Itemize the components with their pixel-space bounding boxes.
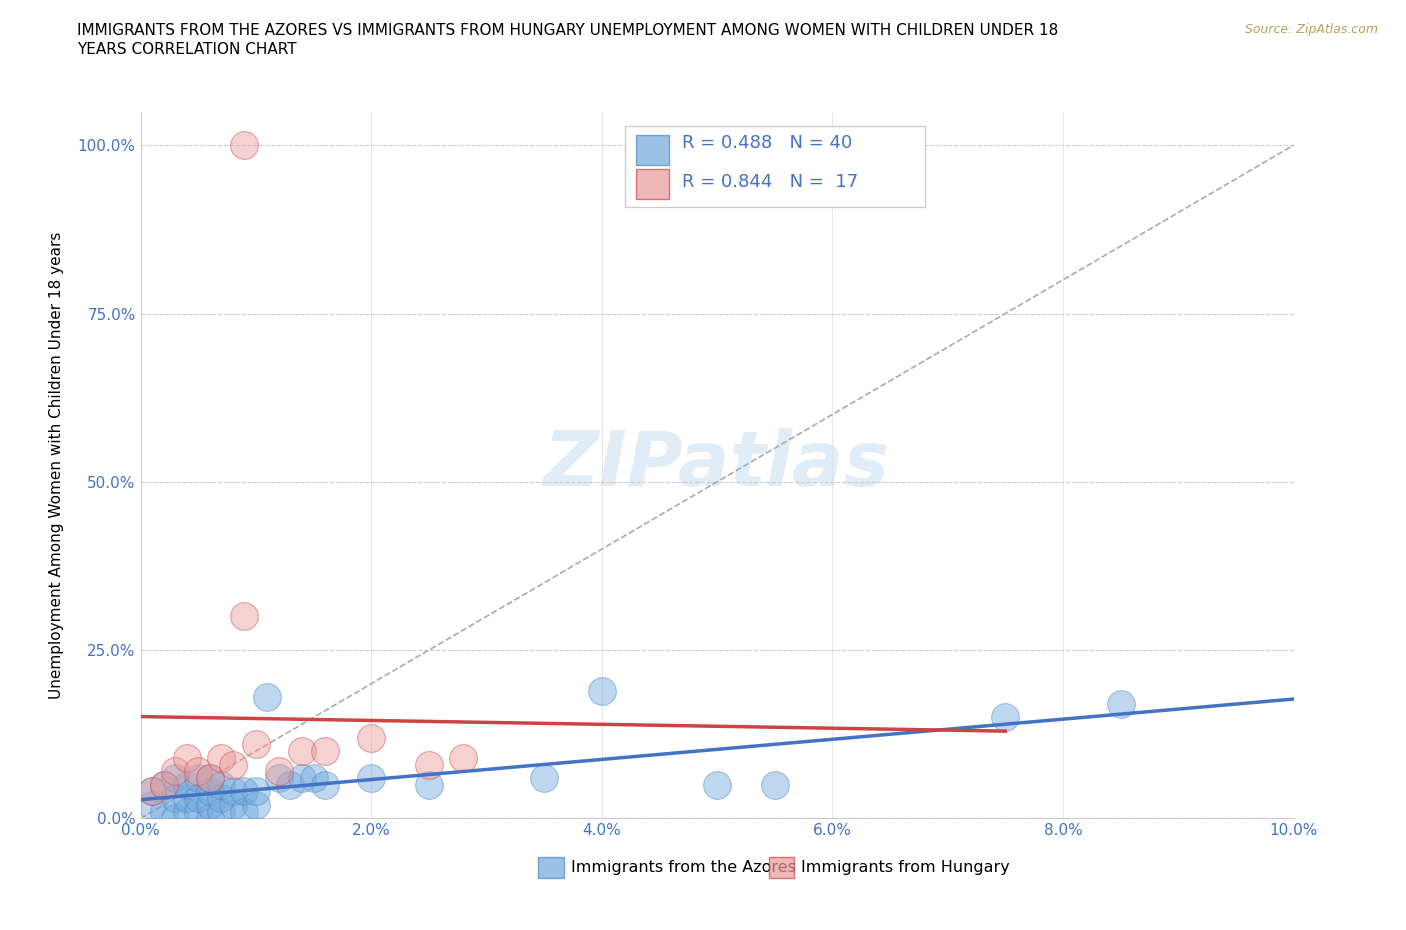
Point <box>314 744 336 759</box>
Point <box>222 757 245 772</box>
Point <box>245 784 267 799</box>
Point <box>187 771 209 786</box>
Point <box>256 690 278 705</box>
Point <box>291 771 314 786</box>
Y-axis label: Unemployment Among Women with Children Under 18 years: Unemployment Among Women with Children U… <box>49 232 63 698</box>
Point <box>453 751 475 765</box>
Point <box>233 784 256 799</box>
Point <box>302 771 325 786</box>
Point <box>165 811 187 826</box>
FancyBboxPatch shape <box>637 169 669 198</box>
Point <box>141 798 163 813</box>
Point <box>291 744 314 759</box>
Text: R = 0.488   N = 40: R = 0.488 N = 40 <box>682 135 852 153</box>
FancyBboxPatch shape <box>624 126 925 207</box>
Point <box>198 811 221 826</box>
Point <box>198 784 221 799</box>
Point <box>418 757 440 772</box>
Point <box>152 777 174 792</box>
Text: Immigrants from the Azores: Immigrants from the Azores <box>571 860 796 875</box>
Text: R = 0.844   N =  17: R = 0.844 N = 17 <box>682 173 859 192</box>
Point <box>267 764 290 778</box>
Point <box>198 771 221 786</box>
Point <box>267 771 290 786</box>
Point <box>706 777 728 792</box>
Point <box>233 609 256 624</box>
Point <box>165 771 187 786</box>
Point <box>280 777 302 792</box>
Point <box>187 804 209 819</box>
Point <box>198 798 221 813</box>
Point <box>141 784 163 799</box>
FancyBboxPatch shape <box>769 857 794 879</box>
Point <box>222 784 245 799</box>
Point <box>176 804 198 819</box>
Point <box>187 790 209 805</box>
Text: YEARS CORRELATION CHART: YEARS CORRELATION CHART <box>77 42 297 57</box>
Point <box>152 804 174 819</box>
Point <box>314 777 336 792</box>
Point <box>418 777 440 792</box>
Point <box>763 777 786 792</box>
Point <box>222 798 245 813</box>
Point <box>245 737 267 751</box>
FancyBboxPatch shape <box>538 857 564 879</box>
Text: Source: ZipAtlas.com: Source: ZipAtlas.com <box>1244 23 1378 36</box>
Point <box>165 764 187 778</box>
Point <box>209 751 232 765</box>
Point <box>141 784 163 799</box>
FancyBboxPatch shape <box>637 135 669 165</box>
Point <box>176 777 198 792</box>
Point <box>233 804 256 819</box>
Point <box>176 751 198 765</box>
Point <box>360 730 382 745</box>
Point <box>198 771 221 786</box>
Point <box>176 790 198 805</box>
Point <box>591 683 613 698</box>
Point <box>233 138 256 153</box>
Text: Immigrants from Hungary: Immigrants from Hungary <box>801 860 1010 875</box>
Point <box>152 777 174 792</box>
Point <box>209 777 232 792</box>
Point <box>209 790 232 805</box>
Point <box>187 764 209 778</box>
Point <box>994 710 1017 724</box>
Point <box>165 790 187 805</box>
Text: IMMIGRANTS FROM THE AZORES VS IMMIGRANTS FROM HUNGARY UNEMPLOYMENT AMONG WOMEN W: IMMIGRANTS FROM THE AZORES VS IMMIGRANTS… <box>77 23 1059 38</box>
Point <box>1109 697 1132 711</box>
Point <box>245 798 267 813</box>
Text: ZIPatlas: ZIPatlas <box>544 428 890 502</box>
Point <box>360 771 382 786</box>
Point <box>209 804 232 819</box>
Point <box>533 771 555 786</box>
